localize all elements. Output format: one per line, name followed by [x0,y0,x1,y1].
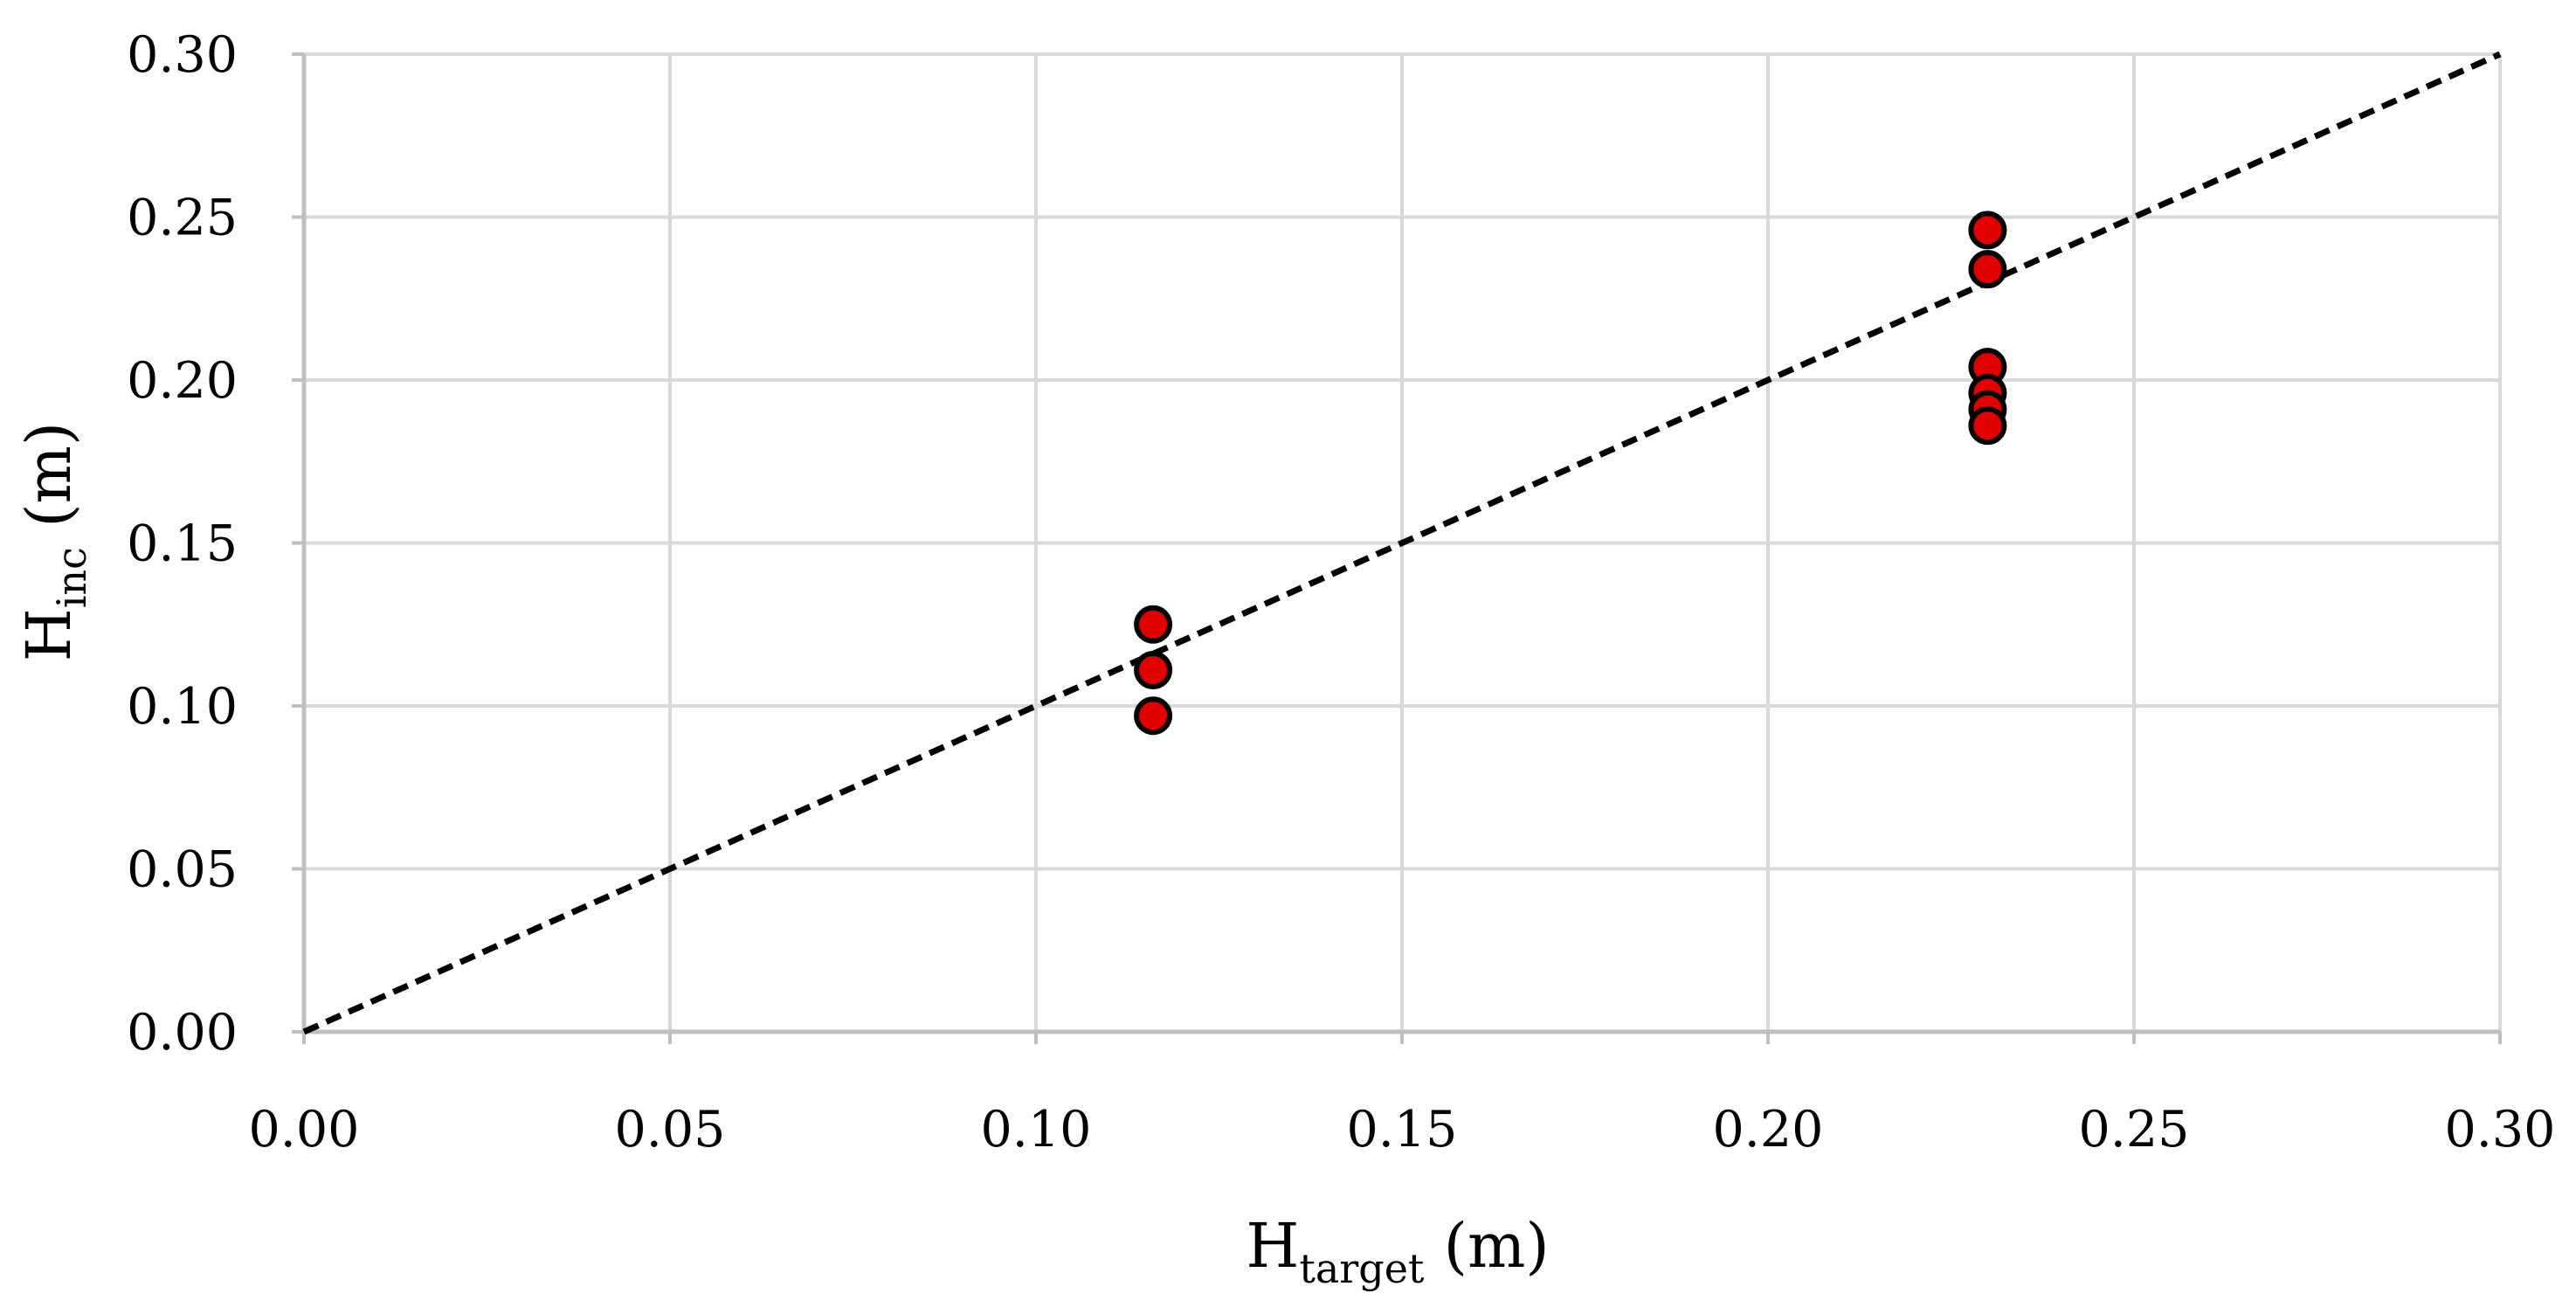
x-tick-label: 0.20 [1713,1101,1824,1158]
y-axis-title-main: H [13,608,85,661]
x-tick-label: 0.25 [2079,1101,2190,1158]
x-tick-label: 0.10 [981,1101,1092,1158]
x-axis-title-main: H [1246,1210,1299,1282]
y-axis-title-unit: (m) [13,422,85,547]
y-tick-label: 0.10 [127,678,238,736]
y-tick-label: 0.30 [127,26,238,84]
data-point [1134,650,1173,689]
data-point [1134,605,1173,644]
y-axis-title: Hinc (m) [13,422,95,661]
data-point [1968,250,2007,289]
x-tick-label: 0.00 [249,1101,360,1158]
data-point [1134,696,1173,736]
data-point [1968,406,2007,446]
x-tick-label: 0.05 [615,1101,726,1158]
reference-line-group [302,51,2502,1035]
y-axis-title-subscript: inc [48,547,95,608]
x-tick-label: 0.15 [1347,1101,1458,1158]
y-tick-label: 0.00 [127,1004,238,1062]
tick-labels: 0.00 0.05 0.10 0.15 0.20 0.25 0.30 0.00 0.05 0.10… [127,26,2555,1158]
y-tick-label: 0.05 [127,841,238,899]
x-axis-title-unit: (m) [1424,1210,1549,1282]
x-axis-title-subscript: target [1299,1245,1425,1292]
reference-line [302,51,2502,1035]
axes [292,52,2502,1044]
data-points [1134,211,2007,736]
x-axis-title: Htarget (m) [1246,1210,1549,1292]
y-tick-label: 0.25 [127,190,238,247]
y-tick-label: 0.15 [127,515,238,573]
data-point [1968,211,2007,250]
y-tick-label: 0.20 [127,352,238,410]
x-tick-label: 0.30 [2445,1101,2556,1158]
